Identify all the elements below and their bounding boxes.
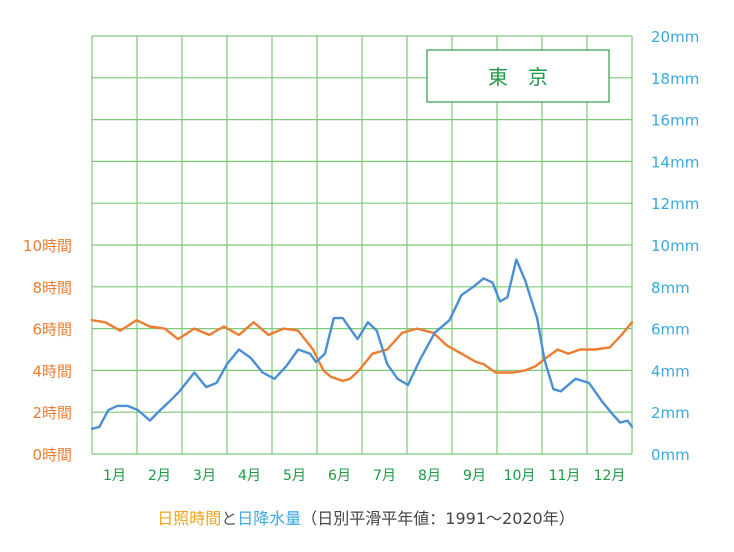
chart-title-box: 東 京 [426, 49, 610, 103]
y-right-tick-label: 8mm [651, 279, 690, 297]
y-right-tick-label: 20mm [651, 28, 699, 46]
chart-caption: 日照時間と日降水量（日別平滑平年値：1991〜2020年） [157, 509, 575, 528]
y-right-tick-label: 6mm [651, 321, 690, 339]
caption-precip: 日降水量 [237, 509, 301, 528]
x-tick-label: 12月 [594, 468, 626, 484]
y-left-tick-label: 8時間 [32, 279, 72, 297]
caption-and: と [221, 509, 237, 528]
y-left-tick-labels: 0時間 2時間 4時間 6時間 8時間 10時間 [23, 237, 72, 464]
x-tick-labels: 1月 2月 3月 4月 5月 6月 7月 8月 9月 10月 11月 12月 [103, 468, 625, 484]
y-right-tick-label: 2mm [651, 404, 690, 422]
x-tick-label: 8月 [418, 468, 441, 484]
y-right-tick-label: 18mm [651, 70, 699, 88]
y-left-tick-label: 4時間 [32, 362, 72, 380]
y-right-tick-label: 10mm [651, 237, 699, 255]
x-tick-label: 7月 [373, 468, 396, 484]
y-left-tick-label: 10時間 [23, 237, 72, 255]
y-left-tick-label: 2時間 [32, 404, 72, 422]
x-tick-label: 9月 [463, 468, 486, 484]
y-right-tick-label: 12mm [651, 195, 699, 213]
x-tick-label: 6月 [328, 468, 351, 484]
y-right-tick-labels: 0mm 2mm 4mm 6mm 8mm 10mm 12mm 14mm 16mm 18mm 20mm [651, 28, 699, 464]
y-right-tick-label: 4mm [651, 362, 690, 380]
y-right-tick-label: 16mm [651, 112, 699, 130]
y-left-tick-label: 0時間 [32, 446, 72, 464]
series-line-precipitation [90, 258, 634, 431]
x-tick-label: 2月 [148, 468, 171, 484]
caption-sunshine: 日照時間 [157, 509, 221, 528]
series-lines [90, 258, 634, 431]
series-line-sunshine [90, 319, 634, 383]
x-tick-label: 4月 [238, 468, 261, 484]
x-tick-label: 3月 [193, 468, 216, 484]
x-tick-label: 5月 [283, 468, 306, 484]
x-tick-label: 11月 [549, 468, 581, 484]
x-tick-label: 10月 [504, 468, 536, 484]
title-box-frame [426, 49, 610, 103]
y-left-tick-label: 6時間 [32, 321, 72, 339]
chart-title: 東 京 [488, 65, 548, 89]
y-right-tick-label: 14mm [651, 153, 699, 171]
x-tick-label: 1月 [103, 468, 126, 484]
caption-note: （日別平滑平年値：1991〜2020年） [301, 509, 574, 528]
y-right-tick-label: 0mm [651, 446, 690, 464]
